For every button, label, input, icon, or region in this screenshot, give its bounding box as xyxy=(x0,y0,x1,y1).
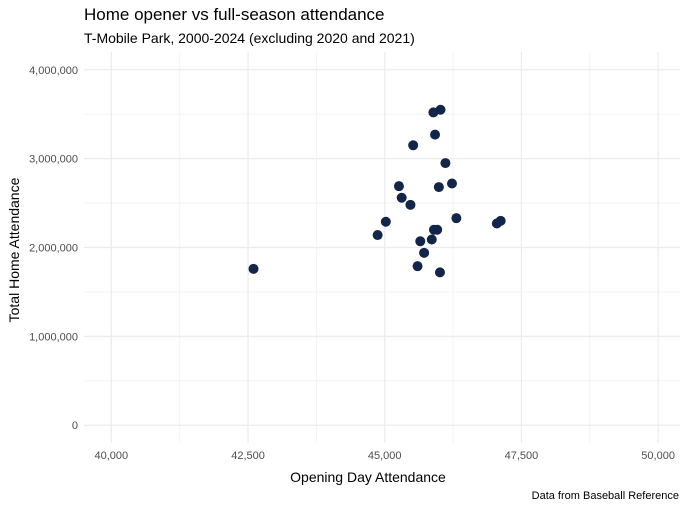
data-point xyxy=(419,247,430,258)
data-point xyxy=(495,215,506,226)
y-tick-label: 3,000,000 xyxy=(29,154,78,166)
data-point xyxy=(412,261,423,272)
x-tick-label: 47,500 xyxy=(505,450,539,462)
data-point xyxy=(440,158,451,169)
data-point xyxy=(393,181,404,192)
x-axis-title: Opening Day Attendance xyxy=(290,469,446,485)
data-point xyxy=(405,199,416,210)
chart-title: Home opener vs full-season attendance xyxy=(84,5,385,24)
data-point xyxy=(433,182,444,193)
x-tick-label: 40,000 xyxy=(95,450,129,462)
data-point xyxy=(372,230,383,241)
data-point xyxy=(435,104,446,115)
y-tick-label: 2,000,000 xyxy=(29,243,78,255)
data-point xyxy=(380,216,391,227)
data-point xyxy=(434,267,445,278)
x-tick-label: 45,000 xyxy=(368,450,402,462)
x-tick-label: 50,000 xyxy=(641,450,675,462)
chart-caption: Data from Baseball Reference xyxy=(531,490,679,502)
data-point xyxy=(451,213,462,224)
data-point xyxy=(248,263,259,274)
data-point xyxy=(430,129,441,140)
chart-subtitle: T-Mobile Park, 2000-2024 (excluding 2020… xyxy=(84,30,415,46)
x-tick-label: 42,500 xyxy=(231,450,265,462)
data-points xyxy=(248,104,506,278)
data-point xyxy=(408,140,419,151)
x-axis-ticks: 40,000 42,500 45,000 47,500 50,000 xyxy=(95,450,675,462)
y-axis-title: Total Home Attendance xyxy=(6,177,22,322)
y-axis-ticks: 0 1,000,000 2,000,000 3,000,000 4,000,000 xyxy=(29,65,78,432)
data-point xyxy=(432,224,443,235)
data-point xyxy=(415,236,426,247)
grid-lines xyxy=(84,52,680,443)
data-point xyxy=(396,192,407,203)
data-point xyxy=(446,178,457,189)
y-tick-label: 4,000,000 xyxy=(29,65,78,77)
data-point xyxy=(426,234,437,245)
y-tick-label: 1,000,000 xyxy=(29,331,78,343)
y-tick-label: 0 xyxy=(72,420,78,432)
